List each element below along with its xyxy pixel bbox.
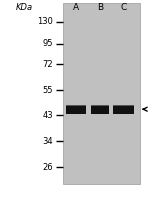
- Bar: [63, 3, 140, 184]
- Text: C: C: [121, 3, 127, 12]
- Text: B: B: [97, 3, 103, 12]
- Bar: [91, 104, 109, 106]
- Text: KDa: KDa: [15, 3, 33, 12]
- Bar: [66, 104, 86, 114]
- Bar: [66, 104, 86, 106]
- Text: 55: 55: [43, 86, 53, 95]
- Text: A: A: [73, 3, 79, 12]
- Bar: [113, 104, 134, 114]
- Bar: [113, 104, 134, 106]
- Text: 95: 95: [43, 39, 53, 48]
- Text: 43: 43: [43, 111, 53, 120]
- Text: 34: 34: [43, 137, 53, 146]
- Bar: [91, 104, 109, 114]
- Text: 130: 130: [37, 17, 53, 26]
- Text: 26: 26: [43, 163, 53, 172]
- Text: 72: 72: [43, 60, 53, 69]
